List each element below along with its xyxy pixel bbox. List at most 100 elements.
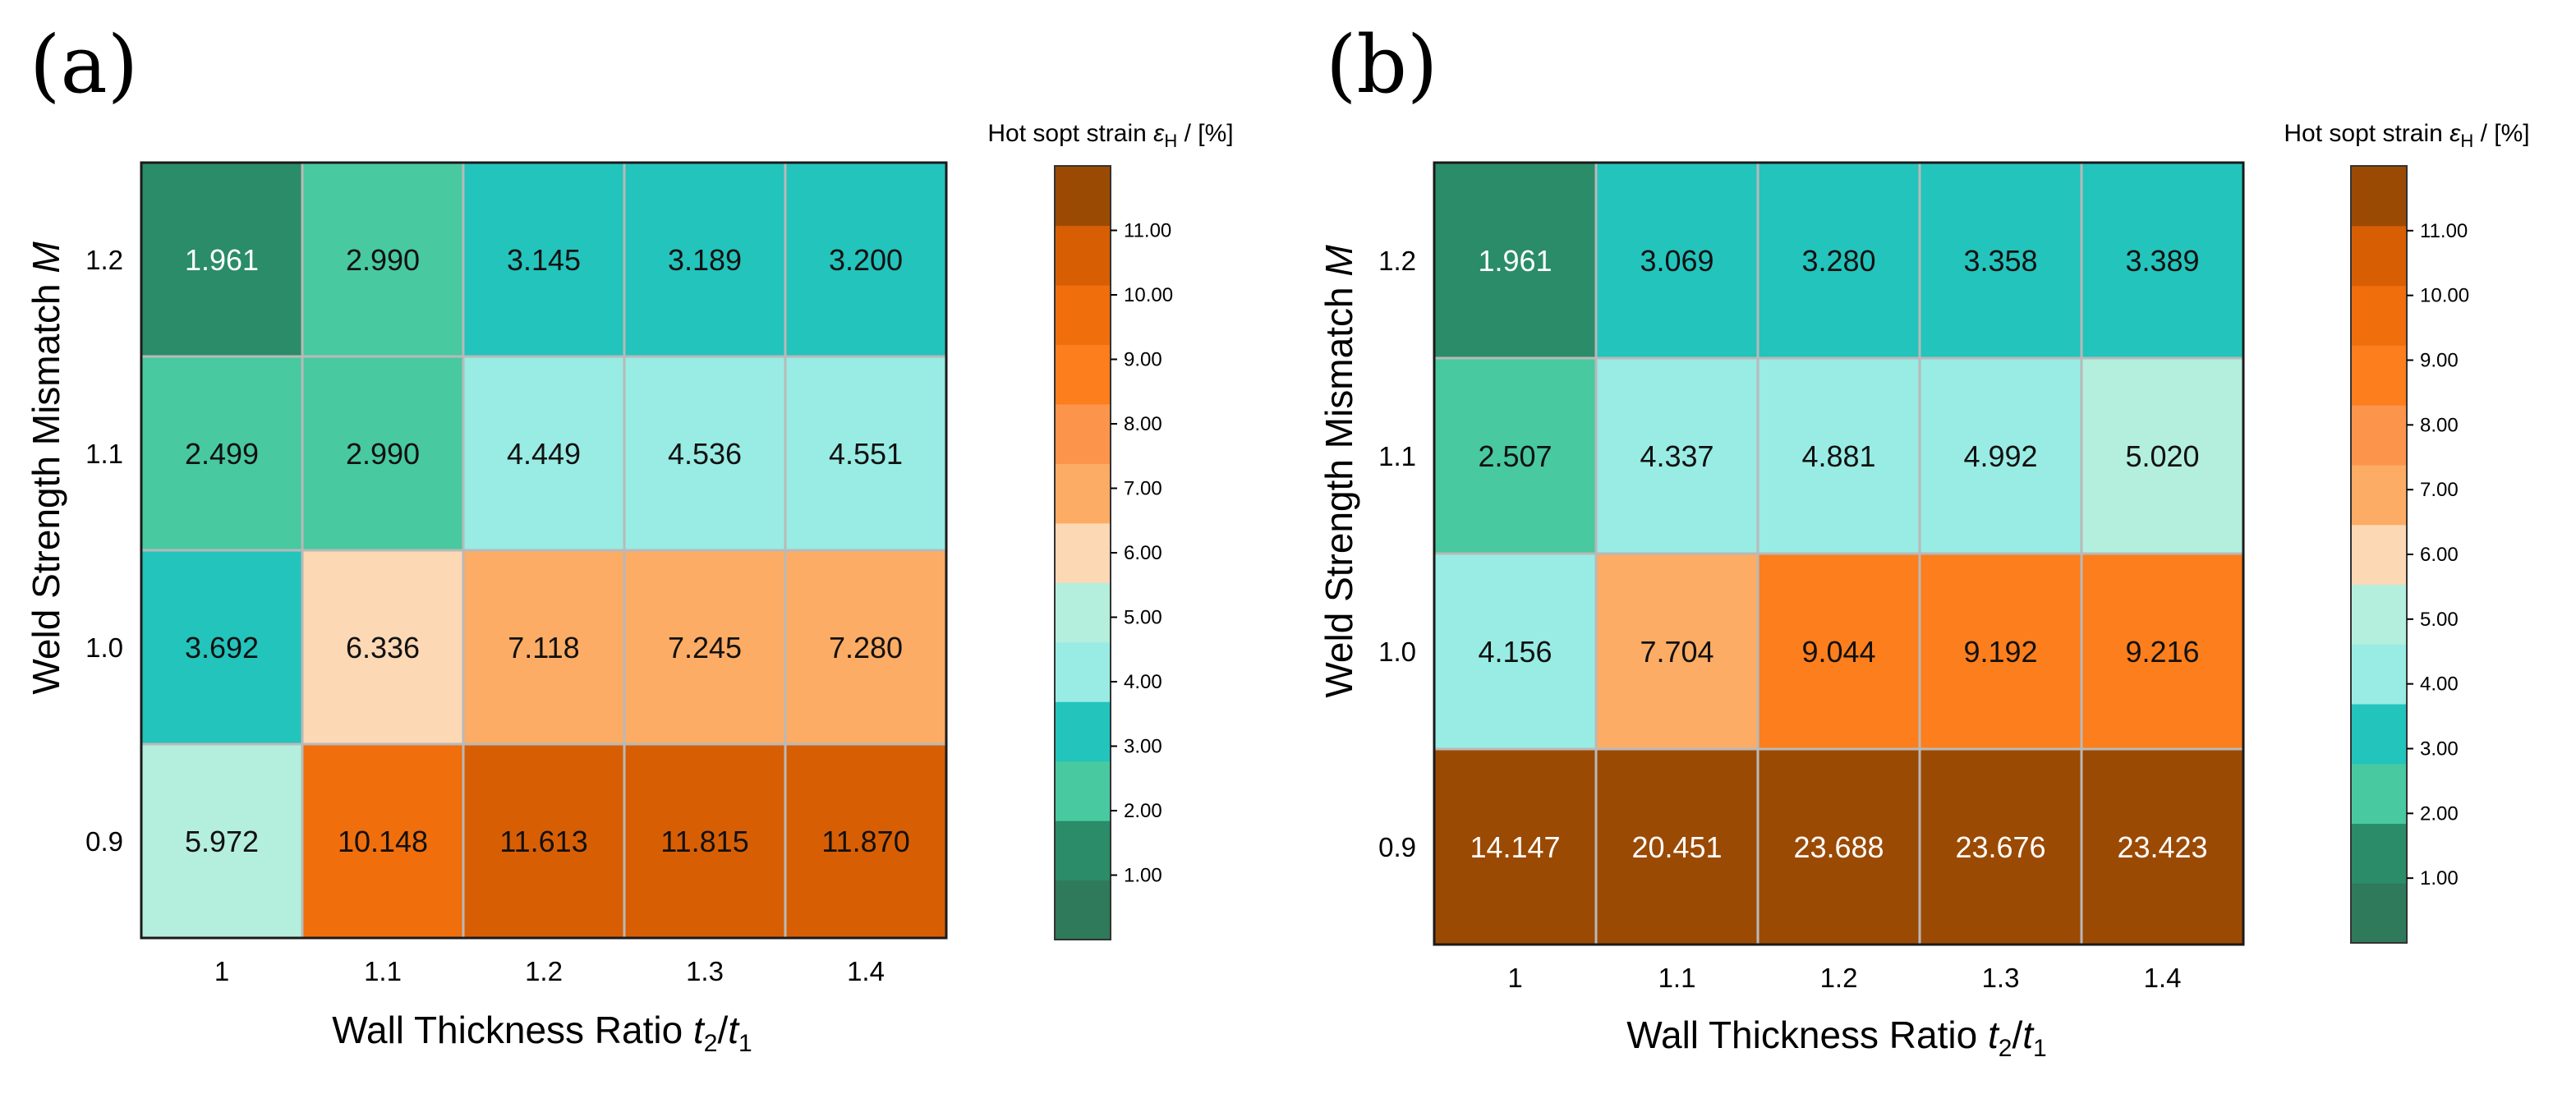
cell-value-label: 2.507 xyxy=(1478,439,1552,473)
heatmap-cell xyxy=(301,549,465,746)
colorbar-tick-label: 2.00 xyxy=(1124,800,1162,822)
panel-a: (a) 1.961 2.990 3.145 3.189 3.200 2.499 2.990 4… xyxy=(25,19,1234,1057)
cell-value-label: 4.992 xyxy=(1963,439,2037,473)
heatmap-cell xyxy=(140,355,304,552)
x-tick-label: 1.1 xyxy=(1658,963,1696,993)
cell-value-label: 11.815 xyxy=(660,825,748,858)
colorbar-title-b: Hot sopt strain εH / [%] xyxy=(2284,120,2529,151)
colorbar-segment xyxy=(1055,880,1111,940)
x-tick-label: 1.2 xyxy=(1820,963,1858,993)
heatmap-cell xyxy=(1594,552,1760,751)
heatmap-cell xyxy=(140,161,304,358)
panel-label-a: (a) xyxy=(30,19,138,111)
cell-value-label: 3.200 xyxy=(829,243,903,277)
colorbar-segment xyxy=(1055,284,1111,345)
cell-value-label: 10.148 xyxy=(338,825,428,858)
y-axis-title-b: Weld Strength Mismatch M xyxy=(1318,245,1360,698)
heatmap-cell xyxy=(1756,552,1921,751)
heatmap-cell xyxy=(2080,161,2245,360)
cell-value-label: 3.358 xyxy=(1963,244,2037,278)
heatmap-cell xyxy=(462,742,626,940)
cell-value-label: 5.020 xyxy=(2125,439,2199,473)
colorbar-segment xyxy=(1055,344,1111,405)
x-tick-label: 1.4 xyxy=(2144,963,2182,993)
cell-value-label: 14.147 xyxy=(1470,830,1560,864)
colorbar-tick-label: 1.00 xyxy=(2420,867,2459,889)
cell-value-label: 3.145 xyxy=(507,243,581,277)
cell-value-label: 4.449 xyxy=(507,437,581,471)
cell-value-label: 11.613 xyxy=(499,825,587,858)
x-axis-title-a: Wall Thickness Ratio t2/t1 xyxy=(332,1009,752,1057)
colorbar-tick-label: 6.00 xyxy=(2420,544,2459,566)
heatmap-cell xyxy=(623,161,787,358)
colorbar-tick-label: 7.00 xyxy=(2420,479,2459,501)
x-axis-title-text: Wall Thickness Ratio xyxy=(332,1009,683,1051)
heatmap-cell xyxy=(623,549,787,746)
cell-value-label: 4.337 xyxy=(1640,439,1714,473)
colorbar-segment xyxy=(2351,883,2407,944)
colorbar-tick-label: 4.00 xyxy=(2420,673,2459,696)
cell-value-label: 3.069 xyxy=(1640,244,1714,278)
cell-value-label: 6.336 xyxy=(346,631,420,664)
colorbar-b: 1.00 2.00 3.00 4.00 5.00 6.00 7.00 8.00 9.00 10.0… xyxy=(2350,165,2469,944)
cell-value-label: 20.451 xyxy=(1631,830,1722,864)
heatmap-cell xyxy=(1594,161,1760,360)
colorbar-a: 1.00 2.00 3.00 4.00 5.00 6.00 7.00 8.00 9.00 10.0… xyxy=(1054,165,1173,940)
cell-value-label: 9.044 xyxy=(1801,635,1875,669)
cell-value-label: 1.961 xyxy=(185,243,259,277)
cell-value-label: 7.704 xyxy=(1640,635,1714,669)
heatmap-cell xyxy=(1594,747,1760,946)
colorbar-segment xyxy=(2351,584,2407,645)
heatmap-cell xyxy=(1918,161,2083,360)
cell-value-label: 7.118 xyxy=(508,631,579,664)
cell-value-label: 9.192 xyxy=(1963,635,2037,669)
heatmap-cells-b: 1.961 3.069 3.280 3.358 3.389 2.507 4.337 4.881… xyxy=(1433,161,2245,946)
colorbar-segment xyxy=(2351,644,2407,705)
cell-value-label: 7.280 xyxy=(829,631,903,664)
colorbar-tick-label: 2.00 xyxy=(2420,802,2459,825)
heatmap-cell xyxy=(2080,747,2245,946)
heatmap-cell xyxy=(1433,747,1598,946)
heatmap-cell xyxy=(1756,356,1921,555)
colorbar-tick-label: 8.00 xyxy=(1124,413,1162,435)
y-tick-label: 1.2 xyxy=(1378,246,1416,276)
cell-value-label: 4.156 xyxy=(1478,635,1552,669)
y-tick-labels-b: 1.2 1.1 1.0 0.9 xyxy=(1378,246,1416,862)
colorbar-segment xyxy=(2351,763,2407,825)
heatmap-cell xyxy=(301,742,465,940)
cell-value-label: 1.961 xyxy=(1478,244,1552,278)
cell-value-label: 4.551 xyxy=(829,437,903,471)
colorbar-segment xyxy=(2351,703,2407,765)
cell-value-label: 4.881 xyxy=(1801,439,1875,473)
colorbar-tick-label: 5.00 xyxy=(2420,609,2459,631)
cell-value-label: 2.499 xyxy=(185,437,259,471)
cell-value-label: 2.990 xyxy=(346,437,420,471)
colorbar-segment xyxy=(2351,225,2407,287)
colorbar-segment xyxy=(2351,166,2407,227)
plot-frame xyxy=(1433,161,2245,946)
x-tick-label: 1.4 xyxy=(847,956,885,986)
colorbar-tick-label: 8.00 xyxy=(2420,414,2459,436)
y-tick-label: 1.0 xyxy=(85,632,123,663)
cell-value-label: 4.536 xyxy=(668,437,742,471)
heatmap-cell xyxy=(623,742,787,940)
colorbar-tick-label: 3.00 xyxy=(1124,736,1162,758)
colorbar-tick-label: 9.00 xyxy=(1124,349,1162,371)
y-axis-title-a: Weld Strength Mismatch M xyxy=(25,241,67,695)
cell-value-label: 7.245 xyxy=(668,631,742,664)
colorbar-segment xyxy=(2351,524,2407,585)
heatmap-cell xyxy=(1918,747,2083,946)
colorbar-tick-label: 10.00 xyxy=(2420,285,2469,307)
x-tick-label: 1.2 xyxy=(525,956,563,986)
heatmap-cell xyxy=(462,355,626,552)
colorbar-segment xyxy=(1055,166,1111,227)
colorbar-tick-label: 10.00 xyxy=(1124,284,1173,306)
x-tick-labels-b: 1 1.1 1.2 1.3 1.4 xyxy=(1507,963,2181,993)
heatmap-cell xyxy=(1594,356,1760,555)
colorbar-tick-label: 3.00 xyxy=(2420,738,2459,761)
cell-value-label: 23.423 xyxy=(2117,830,2207,864)
cell-value-label: 11.870 xyxy=(821,825,909,858)
x-tick-label: 1.1 xyxy=(364,956,402,986)
colorbar-segment xyxy=(1055,761,1111,821)
x-axis-title-b: Wall Thickness Ratio t2/t1 xyxy=(1626,1014,2046,1062)
